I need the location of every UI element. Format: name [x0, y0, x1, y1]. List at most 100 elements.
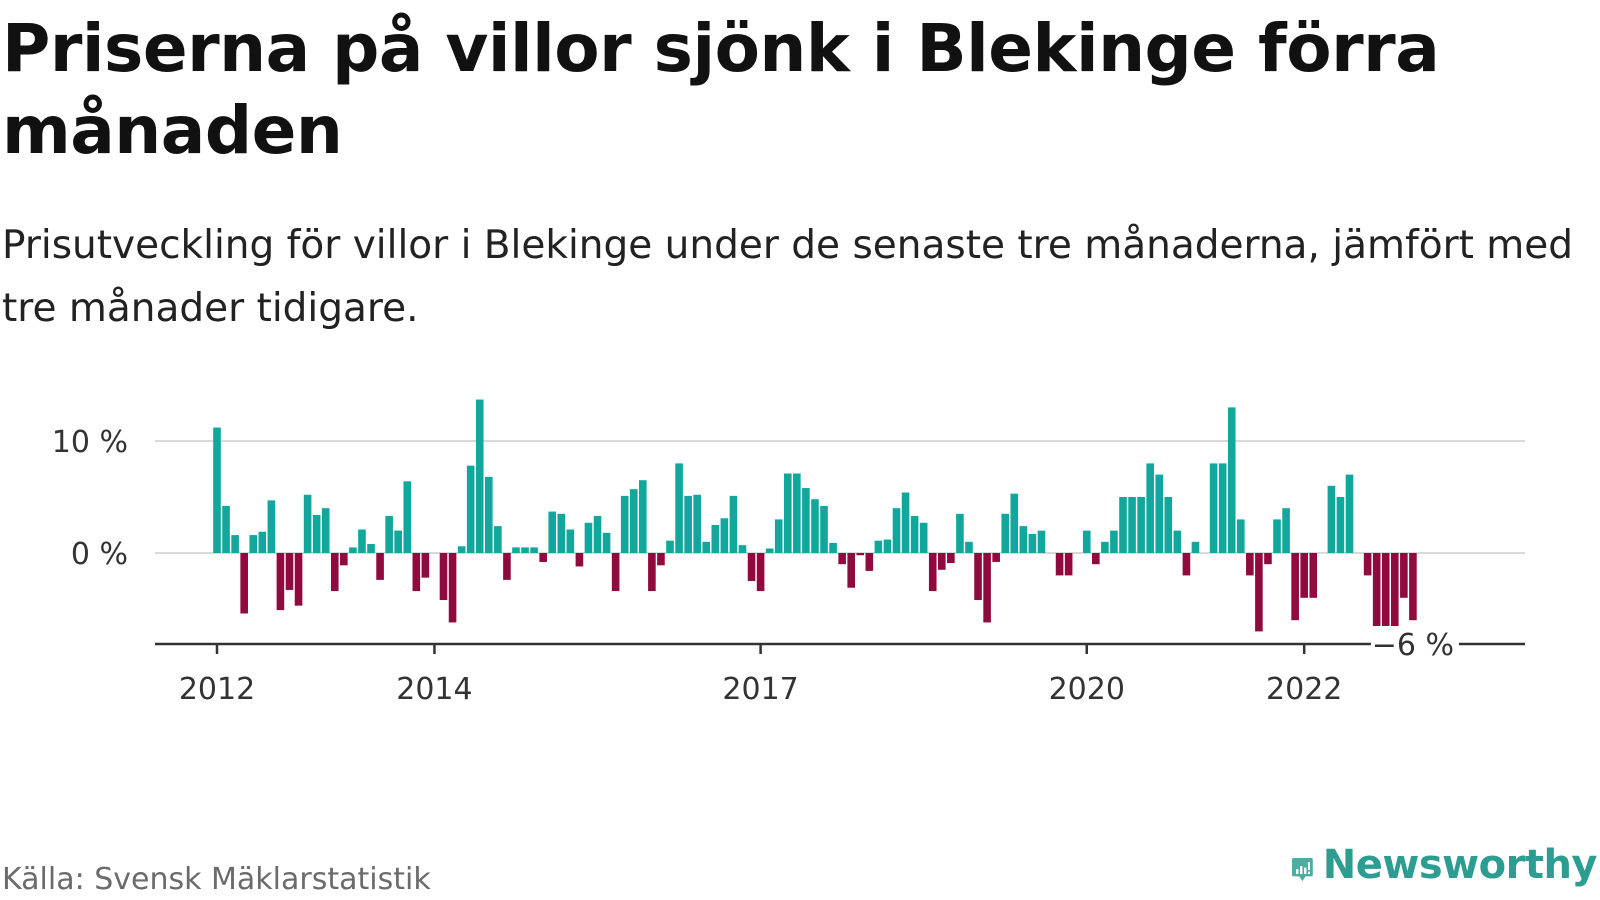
- bar: [1336, 497, 1345, 553]
- bar: [793, 473, 801, 553]
- bar: [901, 492, 910, 553]
- bar: [910, 516, 919, 553]
- bar: [602, 532, 611, 553]
- bar: [1146, 463, 1154, 553]
- last-value-label-bg: [1370, 626, 1459, 662]
- bar: [965, 541, 973, 553]
- x-tick-label: 2014: [396, 672, 472, 707]
- bar: [1273, 519, 1281, 553]
- bar: [865, 553, 874, 571]
- bars: [213, 399, 1417, 632]
- bar: [213, 427, 221, 553]
- bar: [711, 525, 720, 553]
- bar: [829, 542, 837, 553]
- bar: [883, 539, 892, 553]
- bar: [1282, 508, 1290, 553]
- bar: [992, 553, 1000, 562]
- bar: [811, 499, 819, 553]
- bar: [928, 553, 937, 592]
- bar: [285, 553, 294, 590]
- bar-chart: 0 % 10 % 2012 2014 2017 2020 2022 −6 %: [52, 399, 1525, 707]
- bar: [485, 476, 493, 553]
- bar: [919, 522, 928, 553]
- bar: [593, 516, 602, 553]
- bar: [475, 399, 484, 553]
- bar: [1246, 553, 1254, 576]
- bar: [340, 553, 348, 566]
- bar: [1191, 541, 1200, 553]
- y-tick-label: 0 %: [71, 537, 128, 572]
- bar: [1082, 530, 1091, 553]
- bar: [466, 465, 475, 553]
- chart-title: Priserna på villor sjönk i Blekinge förr…: [2, 10, 1440, 169]
- bar: [294, 553, 303, 606]
- bar: [1218, 463, 1227, 553]
- bar: [539, 553, 547, 562]
- bar: [1028, 533, 1037, 553]
- bar: [729, 495, 738, 553]
- bar: [892, 508, 901, 553]
- bar: [1400, 553, 1408, 598]
- bar: [394, 530, 402, 553]
- bar: [684, 495, 692, 553]
- bar: [548, 511, 557, 553]
- bar: [1209, 463, 1218, 553]
- bar: [611, 553, 620, 592]
- bar: [557, 513, 566, 553]
- bar: [358, 529, 366, 553]
- bar: [947, 553, 955, 564]
- bar: [421, 553, 430, 578]
- bar: [503, 553, 511, 580]
- bar: [1101, 541, 1109, 553]
- bar: [1137, 497, 1145, 553]
- bar: [629, 489, 638, 553]
- bar: [566, 529, 575, 553]
- bar: [276, 553, 285, 611]
- bar: [738, 545, 747, 553]
- last-value-label: −6 %: [1372, 628, 1454, 663]
- bar: [639, 480, 647, 553]
- bar: [820, 505, 828, 553]
- bar: [267, 500, 276, 553]
- newsworthy-logo: Newsworthy: [1292, 840, 1598, 900]
- bar: [648, 553, 656, 592]
- bar: [657, 553, 665, 566]
- bar: [938, 553, 946, 570]
- bar: [1110, 530, 1118, 553]
- bar: [330, 553, 339, 592]
- bar: [1064, 553, 1073, 576]
- bar: [222, 505, 230, 553]
- bar: [693, 494, 701, 553]
- x-tick-label: 2020: [1049, 672, 1125, 707]
- bar: [403, 481, 412, 553]
- bar: [1309, 553, 1318, 598]
- bar: [774, 519, 783, 553]
- bar: [1372, 553, 1381, 632]
- bar: [231, 535, 239, 553]
- bar: [1291, 553, 1299, 621]
- bar: [1119, 497, 1127, 553]
- bar: [1327, 485, 1336, 553]
- bar: [856, 553, 865, 556]
- bar: [303, 494, 312, 553]
- bar: [756, 553, 765, 592]
- bar: [321, 508, 330, 553]
- bar: [312, 514, 321, 553]
- x-tick-label: 2022: [1266, 672, 1342, 707]
- chart-subtitle: Prisutveckling för villor i Blekinge und…: [2, 223, 1574, 331]
- bar: [666, 540, 674, 553]
- bar: [1055, 553, 1064, 576]
- bar: [702, 541, 711, 553]
- bar: [765, 548, 774, 553]
- bar: [412, 553, 421, 592]
- bar: [367, 544, 375, 553]
- bar: [1236, 519, 1245, 553]
- bar: [1381, 553, 1390, 632]
- bar: [512, 547, 520, 553]
- bar: [385, 516, 393, 553]
- bar: [457, 546, 466, 553]
- bar: [1409, 553, 1417, 621]
- bar: [240, 553, 248, 614]
- bar: [1300, 553, 1308, 598]
- bar: [675, 463, 683, 553]
